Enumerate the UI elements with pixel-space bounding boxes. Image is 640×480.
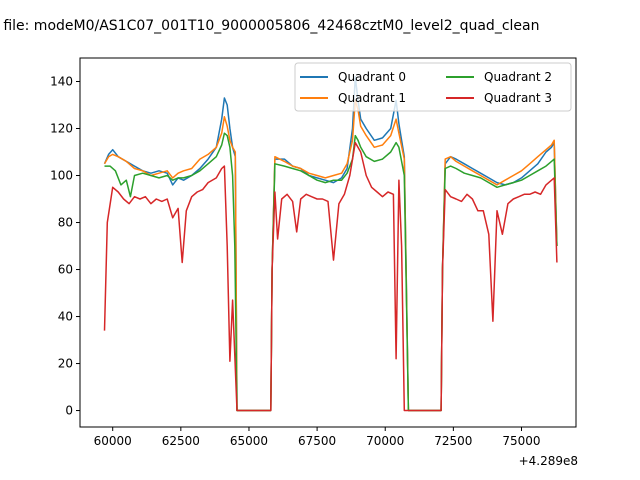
y-tick-label: 0 [65,404,73,418]
x-offset-label: +4.289e8 [519,454,578,468]
plot-lines [103,76,558,412]
legend-label: Quadrant 0 [338,70,406,84]
y-tick-label: 20 [58,357,73,371]
series-line-1 [103,99,558,412]
x-tick-label: 62500 [162,434,200,448]
x-axis: 60000 62500 65000 67500 70000 72500 75000 [94,427,541,448]
plot-frame [79,57,577,428]
x-tick-label: 75000 [502,434,540,448]
x-tick-label: 65000 [230,434,268,448]
legend-label: Quadrant 1 [338,91,406,105]
y-tick-label: 60 [58,263,73,277]
series-line-3 [103,141,558,412]
x-tick-label: 72500 [434,434,472,448]
x-tick-label: 67500 [298,434,336,448]
y-tick-label: 140 [50,75,73,89]
x-tick-label: 70000 [366,434,404,448]
chart-title: n file: modeM0/AS1C07_001T10_9000005806_… [0,18,539,34]
legend-label: Quadrant 3 [484,91,552,105]
y-tick-label: 40 [58,310,73,324]
series-line-2 [104,132,558,412]
y-tick-label: 80 [58,216,73,230]
y-tick-label: 100 [50,169,73,183]
legend: Quadrant 0 Quadrant 1 Quadrant 2 Quadrant 3 [294,62,572,112]
y-tick-label: 120 [50,122,73,136]
legend-box [294,62,572,112]
y-axis: 0 20 40 60 80 100 120 140 [50,75,80,418]
legend-label: Quadrant 2 [484,70,552,84]
x-tick-label: 60000 [94,434,132,448]
